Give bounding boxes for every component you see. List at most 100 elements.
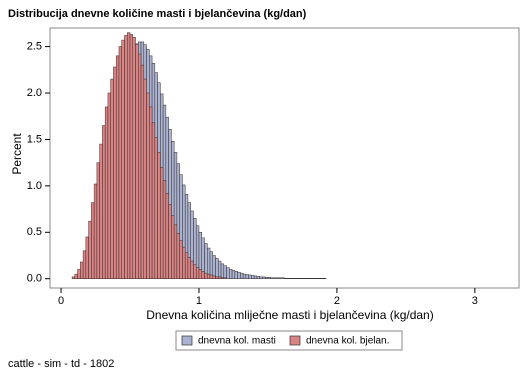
histogram-bar [140,64,145,279]
histogram-bar [218,260,222,279]
x-tick-label: 1 [196,295,202,307]
y-tick-label: 1.0 [27,180,42,192]
histogram-bar [209,251,214,279]
histogram-bar [218,276,222,279]
histogram-bar [162,180,167,279]
histogram-bar [231,270,236,279]
histogram-bar [113,66,117,279]
histogram-bar [256,276,260,279]
legend-swatch [289,335,301,346]
histogram-bar [124,35,128,279]
histogram-bar [215,258,219,279]
histogram-bar [209,274,214,279]
histogram-bar [248,274,252,279]
histogram-bar [270,277,274,279]
histogram-bar [171,215,175,279]
histogram-bar [126,32,131,279]
histogram-bar [157,152,161,279]
histogram-bar [190,260,194,279]
histogram-bar [71,276,76,279]
x-tick-label: 0 [58,295,64,307]
histogram-bar [245,274,249,279]
histogram-bar [198,269,202,279]
histogram-bar [215,276,219,279]
legend-label: dnevna kol. bjelan. [306,336,389,347]
histogram-bar [176,232,180,279]
histogram-bar [201,271,205,279]
histogram-bar [149,106,153,279]
histogram-bar [273,277,277,279]
histogram-bar [165,193,169,279]
histogram-bar [107,92,111,279]
x-tick-label: 2 [334,295,340,307]
y-tick-label: 1.5 [27,133,42,145]
histogram-bar [121,39,125,279]
y-tick-label: 2.0 [27,87,42,99]
histogram-bar [281,277,285,279]
x-axis-label: Dnevna količina mliječne masti i bjelanč… [146,308,433,322]
histogram-bar [102,125,106,279]
histogram-bar [212,255,216,279]
histogram-bar [262,276,266,279]
histogram-bar [74,273,78,279]
plot-frame [49,27,520,289]
histogram-bar [143,78,147,279]
y-tick-label: 2.5 [27,40,42,52]
legend-frame [175,330,403,351]
histogram-bar [96,162,100,279]
y-tick-label: 0.5 [27,226,42,238]
histogram-bar [154,137,158,279]
histogram-bar [251,275,255,279]
histogram-bar [85,236,89,279]
histogram-bar [93,183,98,279]
histogram-bar [173,224,178,279]
histogram-bar [253,275,258,279]
histogram-bar [118,46,122,279]
footnote: cattle - sim - td - 1802 [8,358,114,370]
histogram-bar [77,269,81,279]
legend-swatch [181,335,193,346]
histogram-bar [259,276,263,279]
histogram-bar [223,265,227,279]
histogram-bar [99,143,103,279]
histogram-bar [179,240,183,279]
histogram-bar [146,92,150,279]
histogram-bar [240,272,244,279]
histogram-bar [88,220,92,279]
histogram-bar [104,106,109,279]
histogram-bar [242,273,247,279]
histogram-bar [129,34,134,279]
histogram-bar [138,53,142,279]
legend-label: dnevna kol. masti [198,336,276,347]
histogram-bar [234,271,238,279]
histogram-bar [220,263,225,279]
histogram-bar [135,44,139,279]
histogram-bar [91,202,95,279]
histogram-bar [237,271,241,279]
histogram-bar [182,246,186,279]
histogram-bar [204,272,208,279]
histogram-bar [226,267,230,279]
y-axis-label: Percent [10,133,24,175]
histogram-bar [229,269,233,279]
histogram-bar [220,277,225,279]
histogram-bar [82,250,87,279]
histogram-bar [278,277,282,279]
y-tick-label: 0.0 [27,273,42,285]
histogram-bar [187,257,191,279]
histogram-bar [212,275,216,279]
histogram-bar [115,55,120,279]
histogram-bar [223,277,227,279]
histogram-bar [193,264,197,279]
histogram-bar [207,273,211,279]
histogram-bar [110,78,114,279]
histogram-bar [267,277,271,279]
histogram-bar [80,261,84,279]
histogram-bar [160,167,164,279]
histogram-bar [184,252,189,279]
histogram-bar [132,37,136,279]
chart-title: Distribucija dnevne količine masti i bje… [8,8,307,20]
histogram-bar [168,204,172,279]
x-tick-label: 3 [472,295,478,307]
